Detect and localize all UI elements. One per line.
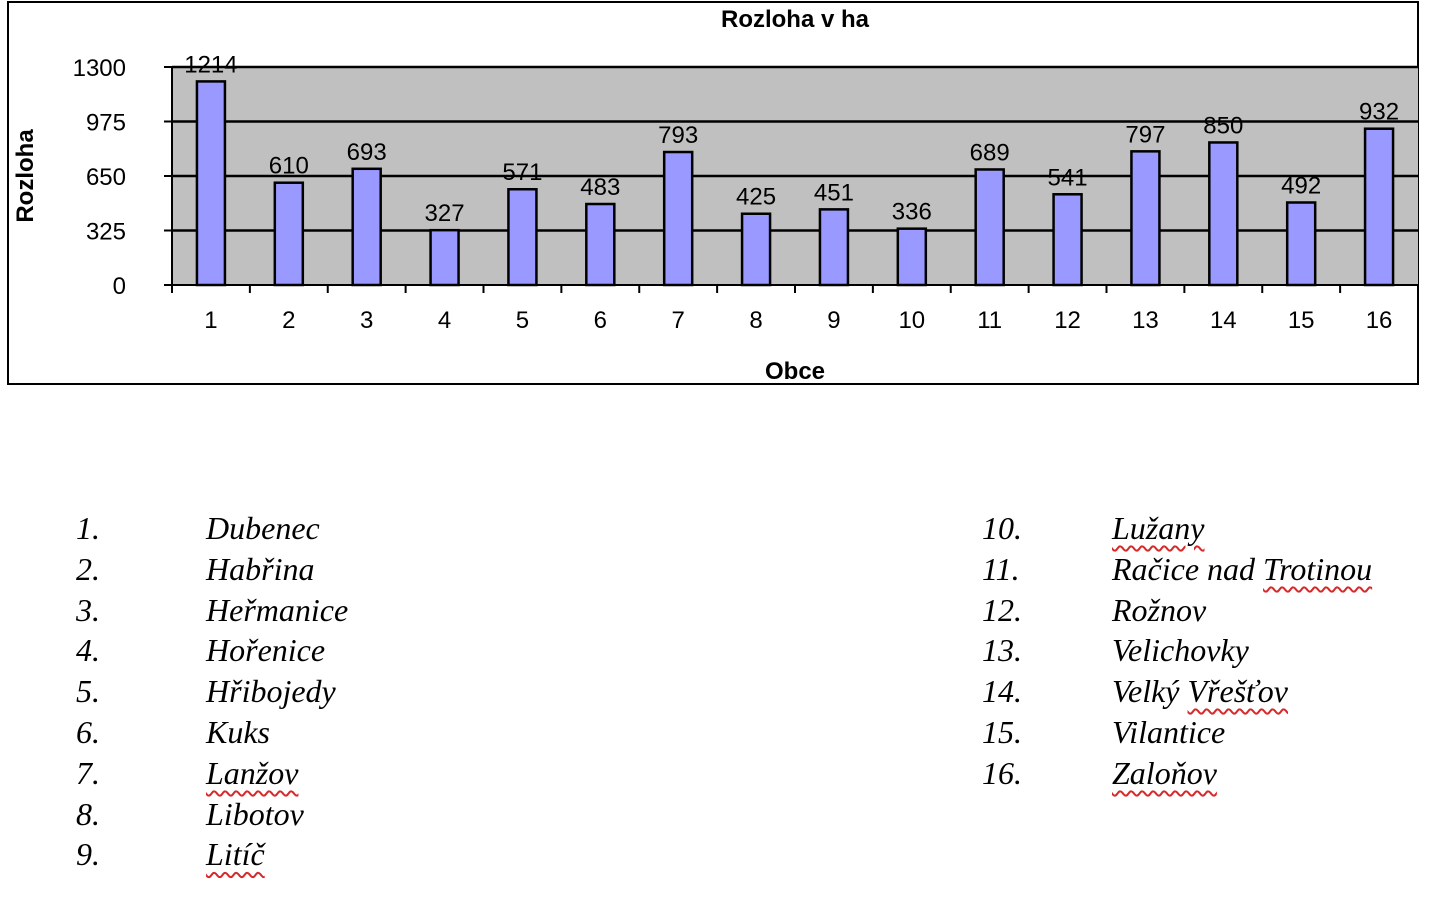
legend-number: 15. [982, 714, 1022, 750]
legend-number: 16. [982, 754, 1022, 791]
x-tick-label: 10 [898, 307, 925, 334]
x-tick-label: 7 [672, 307, 685, 334]
legend-number: 14. [982, 673, 1022, 710]
x-tick-label: 3 [360, 307, 373, 334]
x-tick-label: 1 [204, 307, 217, 334]
legend-municipality-name: Lanžov [206, 754, 299, 791]
data-label: 689 [970, 139, 1010, 166]
x-tick-label: 8 [749, 307, 762, 334]
data-label: 425 [736, 184, 776, 211]
x-axis-label: Obce [765, 358, 825, 385]
legend-municipality-name: Hořenice [206, 632, 326, 669]
bar-chart: Rozloha v ha 0 325 650 975 1300 1 2 3 4 5 6 7 8 9 10 1… [0, 0, 1432, 400]
data-label: 336 [892, 199, 932, 226]
bar [1130, 150, 1161, 287]
legend-number: 7. [76, 754, 100, 791]
y-axis-label: Rozloha [12, 129, 39, 223]
x-tick-label: 12 [1054, 307, 1081, 334]
bars [195, 80, 1395, 287]
spellcheck-flagged-word: Vřešťov [1187, 673, 1289, 710]
bar [273, 181, 305, 287]
y-tick-label: 975 [86, 110, 126, 137]
data-label: 327 [425, 200, 465, 227]
bar [1363, 127, 1395, 287]
x-tick-label: 14 [1210, 307, 1237, 334]
legend-number: 12. [982, 591, 1022, 628]
legend-municipality-name: Habřina [206, 550, 315, 587]
x-tick-label: 15 [1288, 307, 1315, 334]
legend-municipality-name: Račice nad Trotinou [1112, 550, 1373, 587]
x-tick-label: 2 [282, 307, 295, 334]
data-label: 483 [580, 174, 620, 201]
legend-number: 3. [76, 591, 100, 628]
legend-municipality-name: Kuks [206, 714, 270, 750]
legend-number: 1. [76, 510, 100, 546]
data-label: 932 [1359, 99, 1399, 126]
bar [974, 168, 1005, 287]
legend-municipality-name: Litíč [206, 836, 265, 873]
legend-number: 13. [982, 632, 1022, 669]
legend-municipality-name: Velichovky [1112, 632, 1249, 669]
legend-number: 4. [76, 632, 100, 669]
bar [662, 150, 694, 287]
data-label: 793 [658, 122, 698, 149]
bar [1285, 201, 1317, 287]
data-label: 571 [502, 159, 542, 186]
legend-number: 8. [76, 795, 100, 832]
legend-municipality-name: Heřmanice [206, 591, 349, 628]
chart-title: Rozloha v ha [721, 6, 870, 33]
legend-number: 9. [76, 836, 100, 873]
legend-municipality-name: Lužany [1112, 510, 1205, 546]
x-tick-label: 6 [594, 307, 607, 334]
spellcheck-flagged-word: Trotinou [1263, 550, 1373, 587]
legend-municipality-name: Dubenec [206, 510, 320, 546]
data-label: 850 [1203, 112, 1243, 139]
legend-municipality-name: Rožnov [1112, 591, 1207, 628]
y-tick-label: 0 [113, 273, 126, 300]
legend-number: 5. [76, 673, 100, 710]
bar [429, 228, 460, 287]
data-label: 693 [347, 139, 387, 166]
x-tick-label: 16 [1366, 307, 1393, 334]
legend-number: 11. [982, 550, 1020, 587]
legend-municipality-name: Vilantice [1112, 714, 1226, 750]
bar [585, 202, 616, 287]
legend-municipality-name: Velký Vřešťov [1112, 673, 1288, 710]
x-tick-label: 11 [977, 307, 1002, 334]
legend-number: 10. [982, 510, 1022, 546]
x-tick-label: 5 [516, 307, 529, 334]
axes [164, 66, 1419, 293]
x-tick-label: 4 [438, 307, 451, 334]
y-tick-label: 1300 [73, 55, 126, 82]
bar [195, 80, 227, 287]
bar [507, 187, 538, 287]
data-label: 492 [1281, 172, 1321, 199]
data-labels: 1214 610 693 327 571 483 793 425 451 336 689 541 797… [184, 51, 1399, 227]
data-label: 797 [1125, 121, 1165, 148]
data-label: 610 [269, 153, 309, 180]
data-label: 451 [814, 179, 854, 206]
data-label: 1214 [184, 51, 237, 78]
legend-municipality-name: Hřibojedy [206, 673, 336, 710]
x-tick-labels: 1 2 3 4 5 6 7 8 9 10 11 12 13 14 15 16 [204, 307, 1392, 334]
bar [1052, 193, 1083, 287]
y-tick-label: 325 [86, 219, 126, 246]
y-tick-label: 650 [86, 164, 126, 191]
legend-municipality-name: Libotov [206, 795, 304, 832]
data-label: 541 [1048, 164, 1088, 191]
bar [818, 208, 850, 287]
x-tick-label: 9 [827, 307, 840, 334]
x-tick-label: 13 [1132, 307, 1159, 334]
bar [1208, 141, 1239, 287]
legend-municipality-name: Zaloňov [1112, 754, 1217, 791]
bar [740, 212, 772, 287]
legend-number: 2. [76, 550, 100, 587]
bar [896, 227, 928, 287]
legend-number: 6. [76, 714, 100, 750]
bar [351, 167, 382, 287]
y-tick-labels: 0 325 650 975 1300 [73, 55, 126, 300]
